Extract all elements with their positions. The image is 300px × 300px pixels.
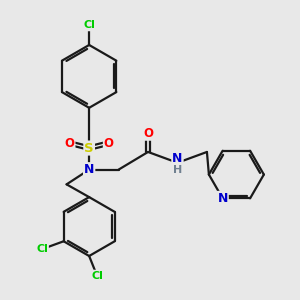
Text: N: N bbox=[218, 192, 228, 205]
Text: O: O bbox=[64, 136, 74, 150]
Text: O: O bbox=[104, 136, 114, 150]
Text: N: N bbox=[172, 152, 183, 165]
Text: N: N bbox=[84, 163, 94, 176]
Text: O: O bbox=[143, 127, 153, 140]
Text: Cl: Cl bbox=[36, 244, 48, 254]
Text: Cl: Cl bbox=[91, 271, 103, 281]
Text: H: H bbox=[173, 165, 182, 175]
Text: Cl: Cl bbox=[83, 20, 95, 30]
Text: S: S bbox=[84, 142, 94, 154]
